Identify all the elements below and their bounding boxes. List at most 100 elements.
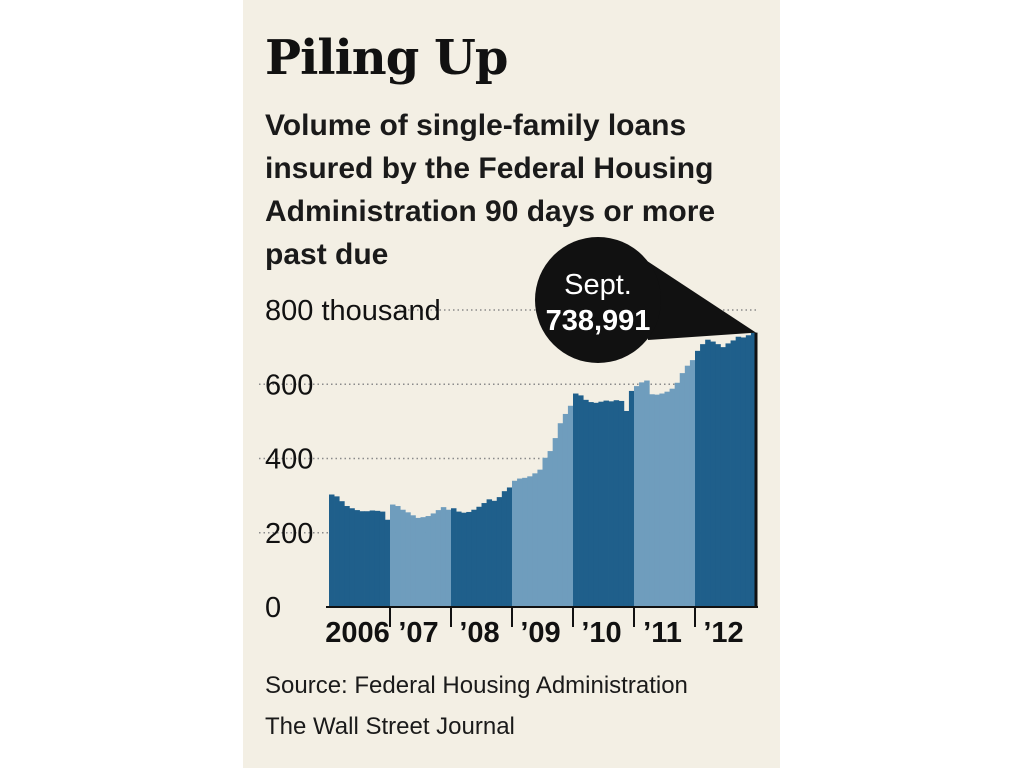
- bar: [730, 340, 737, 607]
- credit-line: The Wall Street Journal: [265, 713, 515, 740]
- y-tick-label: 400: [265, 444, 313, 476]
- bar: [689, 360, 696, 607]
- bar: [593, 402, 599, 607]
- bars: [329, 332, 758, 608]
- bar: [461, 512, 467, 607]
- bar: [700, 344, 706, 607]
- bar: [578, 395, 584, 607]
- bar: [496, 497, 503, 607]
- bar: [562, 413, 569, 607]
- bar: [456, 511, 462, 607]
- bar: [735, 336, 742, 607]
- bar: [405, 512, 411, 607]
- bar: [359, 511, 365, 607]
- x-tick-label: ’08: [459, 617, 499, 649]
- bar: [583, 399, 589, 607]
- bar: [623, 410, 630, 607]
- x-tick-label: ’07: [398, 617, 438, 649]
- bar: [390, 504, 396, 607]
- y-tick-label: 800 thousand: [265, 295, 441, 327]
- bar: [527, 476, 533, 607]
- bar: [344, 506, 350, 607]
- bar: [445, 509, 452, 607]
- bar: [684, 365, 691, 607]
- bar: [425, 516, 432, 607]
- chart-subtitle: Volume of single-family loans insured by…: [265, 109, 716, 271]
- callout-label: Sept.: [564, 269, 632, 301]
- callout-bubble: [535, 237, 661, 363]
- bar: [532, 473, 538, 607]
- bar: [354, 510, 360, 607]
- bar: [649, 394, 655, 607]
- bar: [364, 511, 371, 607]
- bar: [634, 386, 640, 607]
- bar-chart: 0 200 400 600 800 thousand 2006’07 ’08 ’09 ’10 ’…: [259, 237, 758, 649]
- chart-title: Piling Up: [265, 30, 508, 86]
- bar: [750, 332, 757, 607]
- bar: [588, 402, 594, 607]
- bar: [522, 477, 528, 607]
- bar: [349, 508, 355, 607]
- bar: [451, 508, 457, 607]
- bar: [420, 517, 426, 607]
- source-note: Source: Federal Housing Administration: [265, 672, 688, 699]
- bar: [506, 487, 513, 607]
- bar: [613, 400, 620, 607]
- bar: [720, 347, 726, 608]
- y-tick-label: 600: [265, 369, 313, 401]
- y-tick-label: 200: [265, 518, 313, 550]
- bar: [573, 393, 579, 607]
- bar: [400, 509, 406, 607]
- bar: [430, 513, 437, 607]
- bar: [552, 438, 559, 607]
- bar: [501, 491, 508, 607]
- bar: [654, 394, 660, 607]
- bar: [379, 511, 386, 607]
- bar: [395, 506, 401, 607]
- bar: [705, 339, 711, 607]
- bar: [740, 337, 747, 607]
- year-dividers: [389, 607, 696, 627]
- bar: [334, 496, 340, 607]
- bar: [547, 451, 554, 607]
- bar: [557, 423, 564, 607]
- bar: [369, 510, 376, 607]
- x-tick-label: ’09: [520, 617, 560, 649]
- bar: [603, 400, 609, 607]
- bar: [567, 405, 574, 607]
- bar: [339, 501, 345, 607]
- bar: [374, 510, 381, 607]
- bar: [471, 509, 477, 607]
- bar: [440, 507, 447, 607]
- x-axis-ticks: 2006’07 ’08 ’09 ’10 ’11 ’12: [325, 617, 743, 649]
- bar: [674, 382, 681, 607]
- bar: [669, 388, 676, 607]
- bar: [410, 515, 416, 607]
- bar: [679, 373, 686, 607]
- bar: [659, 393, 665, 607]
- callout: Sept. 738,991: [535, 237, 756, 363]
- y-tick-label: 0: [265, 592, 281, 624]
- bar: [537, 469, 543, 607]
- bar: [725, 343, 731, 607]
- bar: [608, 401, 615, 607]
- x-tick-label: ’10: [581, 617, 621, 649]
- bar: [639, 382, 645, 607]
- bar: [664, 391, 670, 607]
- bar: [695, 350, 701, 607]
- bar: [618, 400, 625, 607]
- bar: [481, 503, 487, 607]
- x-tick-label: ’12: [703, 617, 743, 649]
- bar: [384, 519, 391, 607]
- y-axis-ticks: 0 200 400 600 800 thousand: [265, 295, 441, 624]
- bar: [745, 335, 752, 607]
- bar: [329, 494, 335, 607]
- bar: [517, 478, 523, 607]
- chart-card: Piling Up Volume of single-family loans …: [243, 0, 780, 768]
- bar: [628, 390, 635, 607]
- x-tick-label: ’11: [643, 617, 682, 649]
- bar: [715, 344, 721, 607]
- callout-value: 738,991: [546, 305, 651, 337]
- bar: [476, 506, 482, 607]
- bar: [486, 499, 493, 607]
